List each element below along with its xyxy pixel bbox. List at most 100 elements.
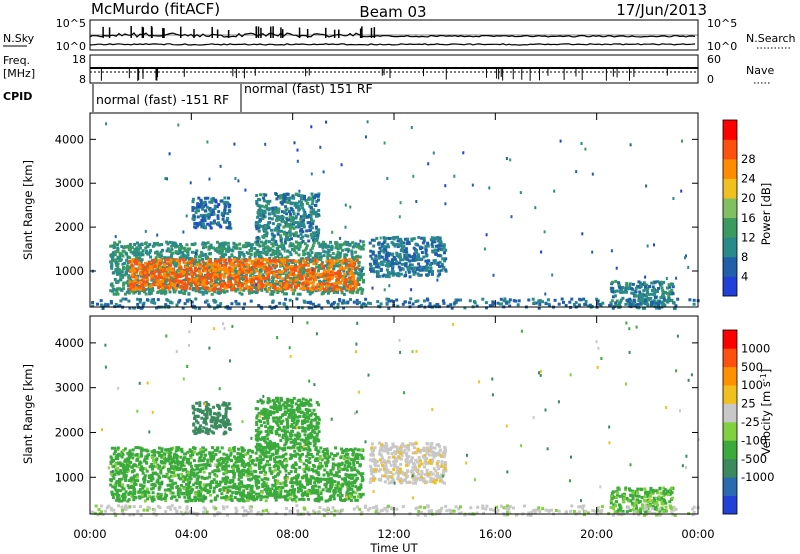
range-gate-cell <box>311 219 315 223</box>
range-gate-cell <box>272 252 276 256</box>
range-gate-cell <box>191 453 195 457</box>
range-gate-cell <box>286 192 290 196</box>
range-gate-cell <box>122 283 125 287</box>
range-gate-cell <box>309 300 312 304</box>
range-gate-cell <box>365 135 367 139</box>
range-gate-cell <box>286 224 290 228</box>
range-gate-cell <box>228 209 232 213</box>
range-gate-cell <box>195 279 199 283</box>
range-gate-cell <box>270 289 274 293</box>
range-gate-cell <box>131 246 135 250</box>
range-gate-cell <box>183 495 187 499</box>
range-gate-cell <box>166 247 170 251</box>
range-gate-cell <box>170 247 174 251</box>
range-gate-cell <box>241 307 245 310</box>
range-gate-cell <box>260 204 264 208</box>
range-gate-cell <box>350 252 354 256</box>
range-gate-cell <box>327 277 331 281</box>
range-gate-cell <box>674 304 678 308</box>
range-gate-cell <box>629 287 633 290</box>
range-gate-cell <box>322 473 326 477</box>
range-gate-cell <box>224 285 228 289</box>
range-gate-cell <box>342 261 346 265</box>
range-gate-cell <box>359 247 363 251</box>
range-gate-cell <box>223 206 227 210</box>
range-gate-cell <box>557 302 561 306</box>
range-gate-cell <box>307 497 310 501</box>
range-gate-cell <box>514 299 518 303</box>
range-gate-cell <box>217 268 221 272</box>
range-gate-cell <box>233 256 237 260</box>
range-gate-cell <box>392 237 396 241</box>
range-gate-cell <box>146 244 150 248</box>
range-gate-cell <box>360 303 364 307</box>
range-gate-cell <box>290 265 294 269</box>
range-gate-cell <box>311 259 315 263</box>
range-gate-cell <box>422 236 426 240</box>
range-gate-cell <box>264 193 268 197</box>
range-gate-cell <box>267 271 271 275</box>
range-gate-cell <box>403 300 407 304</box>
range-gate-cell <box>164 270 168 274</box>
range-gate-cell <box>257 275 261 279</box>
range-gate-cell <box>584 147 587 151</box>
range-gate-cell <box>195 249 199 253</box>
colorbar-swatch <box>723 139 737 160</box>
range-gate-cell <box>148 465 152 469</box>
range-gate-cell <box>127 244 130 248</box>
range-gate-cell <box>135 276 139 280</box>
range-gate-cell <box>150 298 154 302</box>
range-gate-cell <box>129 454 132 457</box>
date-label: 17/Jun/2013 <box>616 1 707 19</box>
range-gate-cell <box>226 283 230 287</box>
range-gate-cell <box>219 267 223 271</box>
range-gate-cell <box>200 463 204 467</box>
range-gate-cell <box>330 265 333 269</box>
range-gate-cell <box>310 226 314 230</box>
range-gate-cell <box>128 256 132 260</box>
range-gate-cell <box>617 303 621 307</box>
range-gate-cell <box>130 289 134 293</box>
range-gate-cell <box>361 266 365 270</box>
range-gate-cell <box>148 292 152 296</box>
range-gate-cell <box>166 177 168 181</box>
range-gate-cell <box>234 465 237 469</box>
range-gate-cell <box>209 499 213 503</box>
range-gate-cell <box>209 246 213 249</box>
range-gate-cell <box>273 306 277 310</box>
range-gate-cell <box>335 244 339 248</box>
range-gate-cell <box>171 268 175 272</box>
range-gate-cell <box>639 284 643 288</box>
range-gate-cell <box>150 487 154 491</box>
range-gate-cell <box>250 283 254 287</box>
range-gate-cell <box>233 260 237 264</box>
range-gate-cell <box>347 257 351 261</box>
range-gate-cell <box>441 299 445 303</box>
range-gate-cell <box>322 242 326 246</box>
range-gate-cell <box>204 274 208 278</box>
range-gate-cell <box>202 470 206 474</box>
range-gate-cell <box>372 267 375 271</box>
range-gate-cell <box>278 470 282 474</box>
range-gate-cell <box>203 276 207 280</box>
range-gate-cell <box>224 220 228 224</box>
range-gate-cell <box>273 287 277 291</box>
range-gate-cell <box>410 267 414 270</box>
colorbar-swatch <box>723 120 737 140</box>
range-gate-cell <box>399 272 403 276</box>
range-gate-cell <box>384 253 388 257</box>
range-gate-cell <box>297 270 301 274</box>
range-gate-cell <box>262 227 266 231</box>
range-gate-cell <box>277 207 281 211</box>
range-gate-cell <box>596 302 600 306</box>
range-gate-cell <box>326 255 330 259</box>
range-gate-cell <box>253 283 257 287</box>
range-gate-cell <box>230 276 233 280</box>
range-gate-cell <box>301 249 305 253</box>
range-gate-cell <box>138 281 142 285</box>
range-gate-cell <box>405 250 409 254</box>
range-gate-cell <box>293 283 297 286</box>
range-gate-cell <box>208 260 212 264</box>
range-gate-cell <box>586 304 590 308</box>
range-gate-cell <box>186 277 190 281</box>
